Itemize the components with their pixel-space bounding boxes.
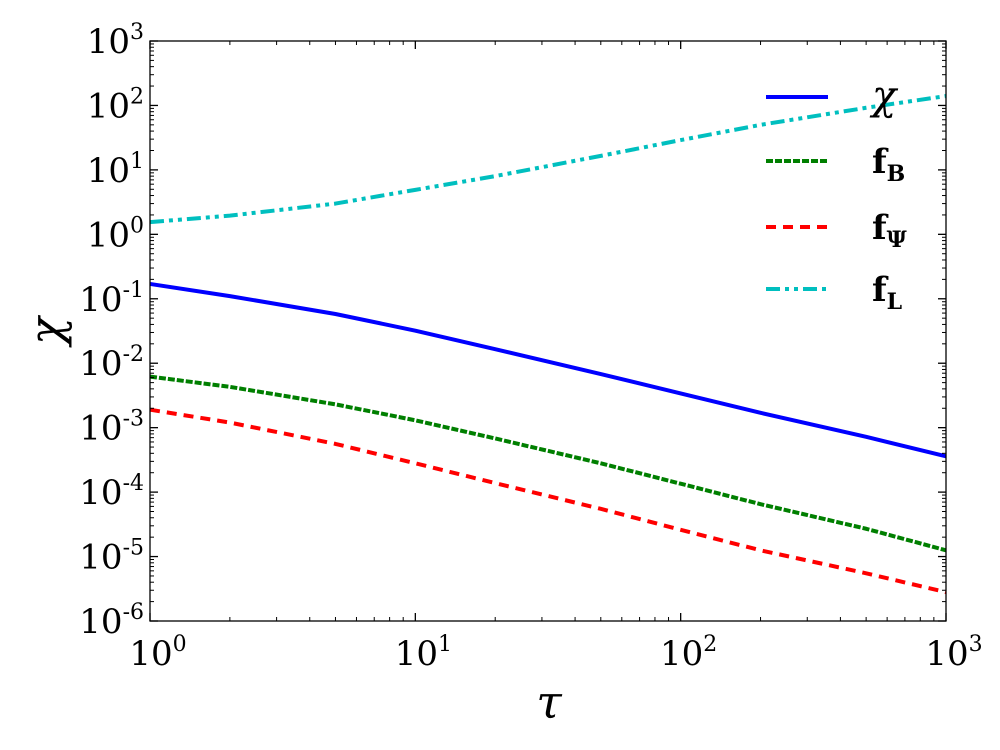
tick-layer: 100 101 102 103 10-6 10-5 10-4 10-3 10-2 10-1 100 1… bbox=[79, 20, 982, 674]
legend-label-1: fB bbox=[872, 142, 905, 187]
legend: χ fB fΨ fL bbox=[766, 73, 907, 315]
x-tick-label-2: 102 bbox=[660, 632, 717, 674]
y-tick-label-4: 10-2 bbox=[79, 342, 144, 384]
y-tick-label-2: 10-4 bbox=[79, 471, 144, 513]
y-axis-label: χ bbox=[19, 314, 73, 348]
x-tick-label-0: 100 bbox=[129, 632, 186, 674]
y-tick-label-3: 10-3 bbox=[79, 407, 144, 449]
legend-label-2: fΨ bbox=[872, 208, 907, 253]
x-axis-label: τ bbox=[536, 675, 563, 729]
y-tick-label-0: 10-6 bbox=[79, 600, 144, 642]
y-tick-label-7: 101 bbox=[87, 149, 144, 191]
series-line-2 bbox=[149, 407, 947, 595]
x-tick-label-3: 103 bbox=[925, 632, 982, 674]
series-layer bbox=[149, 94, 947, 595]
plot-frame bbox=[149, 40, 947, 622]
y-tick-label-8: 102 bbox=[87, 84, 144, 126]
y-tick-label-5: 10-1 bbox=[79, 278, 144, 320]
y-tick-label-6: 100 bbox=[87, 213, 144, 255]
legend-label-0: χ bbox=[869, 73, 899, 119]
y-tick-label-9: 103 bbox=[87, 20, 144, 62]
x-tick-label-1: 101 bbox=[395, 632, 452, 674]
series-line-3 bbox=[149, 94, 947, 225]
series-line-1 bbox=[149, 374, 947, 553]
series-line-0 bbox=[149, 281, 947, 459]
y-tick-label-1: 10-5 bbox=[79, 536, 144, 578]
legend-label-3: fL bbox=[872, 270, 902, 315]
